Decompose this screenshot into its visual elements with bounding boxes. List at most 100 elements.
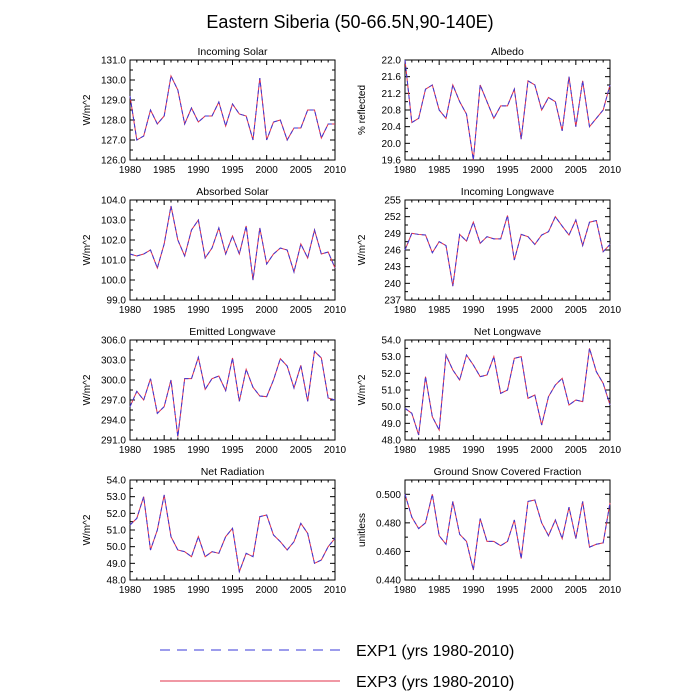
x-tick-label: 1995 [496,165,519,176]
y-tick-label: 255 [384,196,401,207]
y-tick-label: 128.0 [101,116,126,127]
x-tick-label: 2005 [565,165,588,176]
y-axis-label: W/m^2 [82,94,93,125]
x-tick-label: 1995 [496,585,519,596]
x-tick-label: 1980 [119,305,142,316]
y-tick-label: 101.0 [101,256,126,267]
x-tick-label: 2005 [565,585,588,596]
y-tick-label: 48.0 [382,436,402,447]
x-tick-label: 2010 [599,305,622,316]
y-tick-label: 249 [384,229,401,240]
y-tick-label: 126.0 [101,156,126,167]
series-line-exp3 [129,205,336,281]
y-tick-label: 54.0 [107,476,127,487]
panel-title: Net Radiation [201,466,265,478]
y-axis-label: unitless [357,513,368,547]
panel-title: Incoming Solar [197,46,268,58]
y-tick-label: 50.0 [382,402,402,413]
panel-grid: Incoming Solar 126.0 127.0 128.0 129.0 130.0 1… [82,46,622,596]
x-tick-label: 1980 [394,165,417,176]
plot-frame [404,59,611,161]
x-tick-label: 2005 [565,305,588,316]
x-tick-label: 1985 [153,445,176,456]
y-tick-label: 103.0 [101,216,126,227]
y-tick-label: 54.0 [382,336,402,347]
y-tick-label: 237 [384,296,401,307]
x-tick-label: 1990 [187,585,210,596]
series-line-exp1 [404,348,611,436]
y-tick-label: 99.0 [107,296,127,307]
y-tick-label: 100.0 [101,276,126,287]
x-tick-label: 2000 [256,165,279,176]
series-line-exp3 [129,74,335,142]
y-tick-label: 20.4 [382,122,402,133]
panel-ground-snow-covered-fraction: Ground Snow Covered Fraction 0.440 0.460 0.… [357,466,622,596]
panel-albedo: Albedo 19.6 20.0 20.4 20.8 21.2 21.6 22.0 1980 19… [357,46,622,176]
panel-title: Albedo [491,46,524,58]
legend-label-exp3: EXP3 (yrs 1980-2010) [356,674,514,691]
y-tick-label: 300.0 [101,376,126,387]
series-line-exp1 [129,74,335,142]
x-tick-label: 1985 [428,305,451,316]
x-tick-label: 1995 [221,445,244,456]
panel-absorbed-solar: Absorbed Solar 99.0 100.0 101.0 102.0 103.0 10… [82,186,347,316]
y-tick-label: 297.0 [101,396,126,407]
series-line-exp1 [129,494,336,574]
x-tick-label: 2010 [324,305,347,316]
legend-label-exp1: EXP1 (yrs 1980-2010) [356,643,514,660]
x-tick-label: 2000 [531,165,554,176]
x-tick-label: 1995 [221,585,244,596]
y-tick-label: 0.500 [376,490,401,501]
x-tick-label: 1985 [153,165,176,176]
x-tick-label: 2010 [324,165,347,176]
x-tick-label: 1990 [187,165,210,176]
y-tick-label: 130.0 [101,76,126,87]
y-tick-label: 21.2 [382,89,402,100]
y-tick-label: 51.0 [107,526,127,537]
x-tick-label: 1985 [153,305,176,316]
y-axis-label: W/m^2 [82,234,93,265]
y-tick-label: 52.0 [382,369,402,380]
x-tick-label: 2005 [290,445,313,456]
series-line-exp3 [129,350,336,437]
panel-title: Absorbed Solar [196,186,269,198]
x-tick-label: 2005 [290,305,313,316]
x-tick-label: 1995 [221,165,244,176]
y-tick-label: 49.0 [382,419,402,430]
y-tick-label: 0.440 [376,576,401,587]
x-tick-label: 2005 [290,585,313,596]
panel-incoming-longwave: Incoming Longwave 237 240 243 246 249 252 255 19… [357,186,622,316]
x-tick-label: 2005 [290,165,313,176]
y-tick-label: 240 [384,279,401,290]
x-tick-label: 2010 [599,445,622,456]
x-tick-label: 2010 [324,585,347,596]
y-tick-label: 52.0 [107,509,127,520]
series-line-exp1 [129,205,336,281]
series-line-exp1 [404,59,611,161]
y-axis-label: W/m^2 [357,374,368,405]
x-tick-label: 1980 [394,585,417,596]
x-tick-label: 2000 [256,305,279,316]
y-axis-label: W/m^2 [82,514,93,545]
x-tick-label: 2010 [599,585,622,596]
x-tick-label: 1985 [428,585,451,596]
x-tick-label: 2000 [531,585,554,596]
y-tick-label: 252 [384,212,401,223]
y-tick-label: 104.0 [101,196,126,207]
x-tick-label: 1985 [428,445,451,456]
series-line-exp3 [129,494,336,574]
x-tick-label: 2010 [599,165,622,176]
panel-title: Emitted Longwave [189,326,276,338]
x-tick-label: 2010 [324,445,347,456]
y-tick-label: 291.0 [101,436,126,447]
x-tick-label: 1995 [496,445,519,456]
y-tick-label: 0.460 [376,547,401,558]
series-line-exp1 [129,350,336,437]
x-tick-label: 1990 [462,165,485,176]
x-tick-label: 1990 [462,585,485,596]
x-tick-label: 2000 [531,305,554,316]
y-tick-label: 0.480 [376,518,401,529]
panel-title: Ground Snow Covered Fraction [434,466,582,478]
y-tick-label: 129.0 [101,96,126,107]
